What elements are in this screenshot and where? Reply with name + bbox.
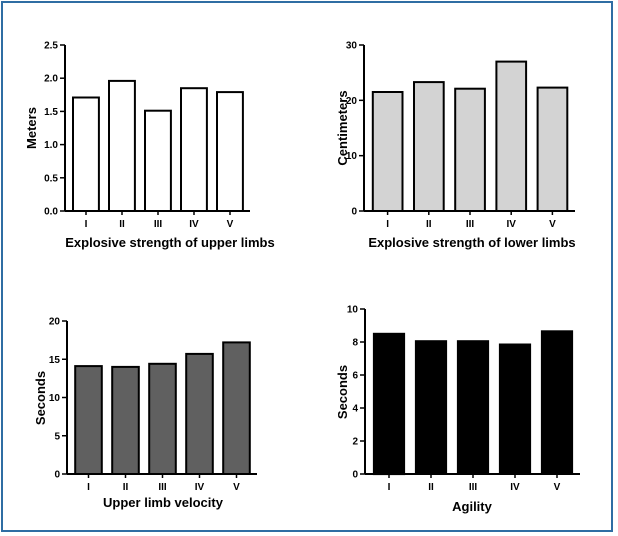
x-tick-label: II bbox=[426, 219, 432, 230]
y-tick-label: 0.5 bbox=[44, 173, 58, 184]
bar-1-II bbox=[108, 79, 136, 213]
bar-4-II bbox=[414, 340, 448, 476]
x-tick-label: III bbox=[466, 219, 475, 230]
bar-3-IV bbox=[185, 352, 214, 475]
x-tick-label: IV bbox=[510, 482, 520, 493]
y-tick-label: 0 bbox=[352, 470, 358, 481]
y-tick-label: 10 bbox=[346, 151, 358, 162]
x-tick-label: III bbox=[158, 482, 167, 493]
x-tick-label: IV bbox=[189, 219, 199, 230]
y-axis-label: Meters bbox=[24, 107, 39, 149]
x-tick-label: I bbox=[386, 219, 389, 230]
x-tick-label: V bbox=[549, 219, 556, 230]
bar-1-IV bbox=[180, 87, 208, 212]
bar-3-III bbox=[148, 362, 177, 475]
bar-2-III bbox=[454, 87, 486, 212]
bar-1-V bbox=[216, 91, 244, 212]
x-tick-label: V bbox=[233, 482, 240, 493]
y-tick-label: 5 bbox=[54, 431, 60, 442]
x-axis-label: Agility bbox=[452, 499, 492, 514]
bar-2-I bbox=[371, 91, 404, 212]
bar-1-III bbox=[144, 109, 172, 212]
bar-1-I bbox=[72, 96, 100, 212]
x-tick-label: I bbox=[85, 219, 88, 230]
x-axis-label: Upper limb velocity bbox=[103, 495, 224, 510]
x-tick-label: IV bbox=[195, 482, 205, 493]
x-tick-label: II bbox=[119, 219, 125, 230]
bar-4-V bbox=[540, 330, 574, 475]
x-tick-label: II bbox=[428, 482, 434, 493]
y-tick-label: 30 bbox=[346, 41, 358, 52]
y-axis-label: Centimeters bbox=[335, 90, 350, 165]
y-tick-label: 20 bbox=[49, 317, 61, 328]
x-tick-label: I bbox=[388, 482, 391, 493]
bar-3-V bbox=[222, 341, 251, 475]
x-axis-label: Explosive strength of lower limbs bbox=[368, 235, 575, 250]
y-tick-label: 2.5 bbox=[44, 41, 58, 52]
bar-4-IV bbox=[498, 343, 532, 475]
x-tick-label: V bbox=[227, 219, 234, 230]
bar-2-V bbox=[536, 86, 569, 212]
x-tick-label: III bbox=[154, 219, 163, 230]
x-axis-label: Explosive strength of upper limbs bbox=[65, 235, 274, 250]
bar-4-I bbox=[372, 332, 406, 476]
y-tick-label: 2.0 bbox=[44, 74, 58, 85]
y-tick-label: 8 bbox=[352, 338, 358, 349]
y-tick-label: 4 bbox=[352, 404, 358, 415]
y-tick-label: 0 bbox=[351, 207, 357, 218]
y-tick-label: 20 bbox=[346, 96, 358, 107]
bar-2-II bbox=[413, 81, 445, 212]
x-tick-label: II bbox=[123, 482, 129, 493]
y-tick-label: 15 bbox=[49, 355, 61, 366]
y-tick-label: 1.5 bbox=[44, 107, 58, 118]
y-tick-label: 10 bbox=[49, 393, 61, 404]
bar-4-III bbox=[456, 340, 490, 476]
y-tick-label: 6 bbox=[352, 371, 358, 382]
bar-3-I bbox=[74, 365, 103, 476]
y-tick-label: 1.0 bbox=[44, 140, 58, 151]
bar-3-II bbox=[111, 365, 140, 475]
x-tick-label: III bbox=[469, 482, 478, 493]
y-tick-label: 10 bbox=[347, 305, 359, 316]
x-tick-label: IV bbox=[506, 219, 516, 230]
bar-2-IV bbox=[495, 60, 528, 212]
y-axis-label: Seconds bbox=[335, 365, 350, 419]
y-tick-label: 0 bbox=[54, 470, 60, 481]
x-tick-label: I bbox=[87, 482, 90, 493]
x-tick-label: V bbox=[554, 482, 561, 493]
y-tick-label: 0.0 bbox=[44, 207, 58, 218]
y-tick-label: 2 bbox=[352, 437, 358, 448]
y-axis-label: Seconds bbox=[33, 371, 48, 425]
